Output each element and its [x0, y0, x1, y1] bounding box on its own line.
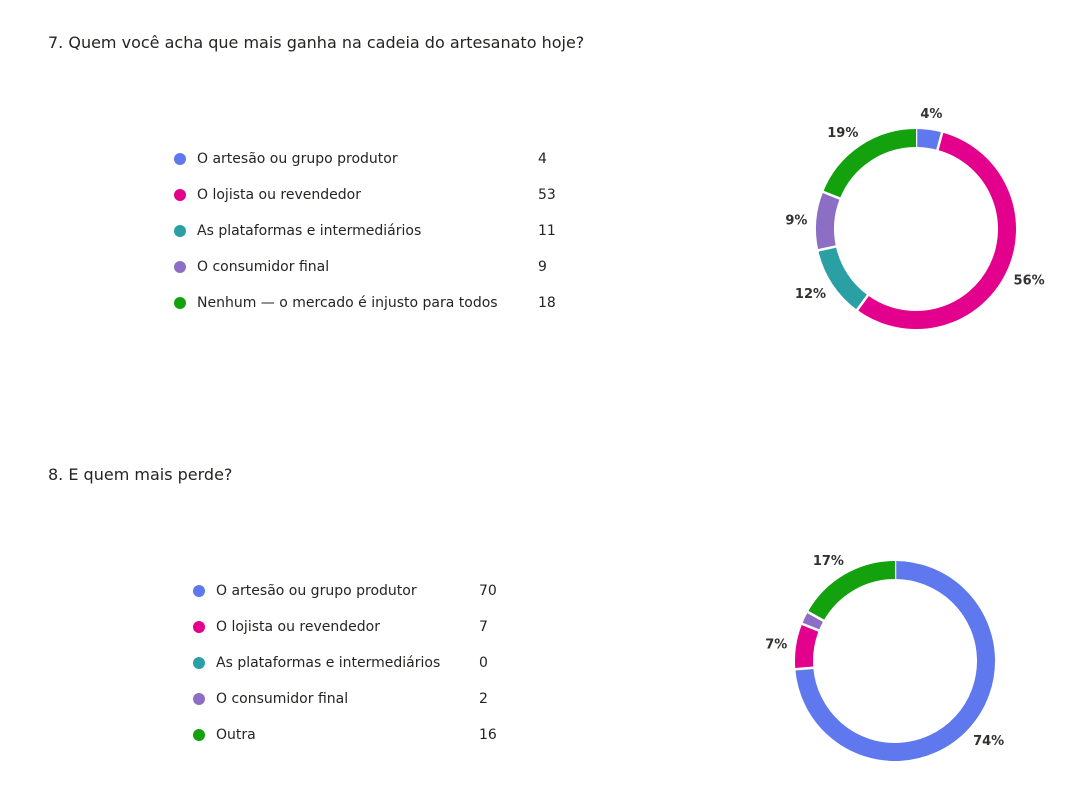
legend-item[interactable]: O consumidor final 9 [174, 249, 574, 285]
legend-item[interactable]: As plataformas e intermediários 0 [193, 645, 513, 681]
legend-count: 0 [479, 655, 488, 671]
legend-dot-icon [193, 693, 205, 705]
slice-separator [799, 621, 822, 633]
donut-slice[interactable] [807, 561, 896, 622]
legend-item[interactable]: O lojista ou revendedor 7 [193, 609, 513, 645]
slice-percent-label: 7% [765, 638, 787, 653]
slice-separator [855, 292, 870, 313]
slice-percent-label: 9% [785, 213, 807, 228]
legend-item[interactable]: Outra 16 [193, 717, 513, 753]
donut-slice[interactable] [795, 623, 819, 670]
legend-label: O consumidor final [216, 691, 349, 707]
legend-item[interactable]: O artesão ou grupo produtor 70 [193, 573, 513, 609]
donut-slice[interactable] [802, 611, 824, 631]
legend-count: 53 [538, 187, 556, 203]
legend-item[interactable]: O consumidor final 2 [193, 681, 513, 717]
donut-slice[interactable] [823, 129, 917, 199]
legend-count: 18 [538, 295, 556, 311]
slice-percent-label: 12% [795, 287, 826, 302]
legend-label: O consumidor final [197, 259, 330, 275]
legend-label: Nenhum — o mercado é injusto para todos [197, 295, 498, 311]
legend-dot-icon [193, 729, 205, 741]
slice-percent-label: 4% [920, 107, 942, 122]
legend-item[interactable]: O artesão ou grupo produtor 4 [174, 141, 574, 177]
legend-dot-icon [174, 297, 186, 309]
legend-count: 2 [479, 691, 488, 707]
slice-separator [935, 130, 944, 153]
legend-dot-icon [193, 621, 205, 633]
legend-label: O lojista ou revendedor [197, 187, 361, 203]
legend-dot-icon [174, 225, 186, 237]
donut-slice[interactable] [915, 129, 943, 150]
slice-separator [816, 244, 839, 252]
legend-count: 70 [479, 583, 497, 599]
question-7-title: 7. Quem você acha que mais ganha na cade… [48, 33, 585, 52]
legend-dot-icon [174, 261, 186, 273]
legend-count: 16 [479, 727, 497, 743]
donut-slice[interactable] [857, 132, 1016, 329]
legend-label: Outra [216, 727, 256, 743]
slice-separator [805, 609, 826, 623]
slice-percent-label: 19% [827, 126, 858, 141]
legend-count: 7 [479, 619, 488, 635]
slice-separator [793, 666, 816, 671]
legend-count: 9 [538, 259, 547, 275]
question-8-title: 8. E quem mais perde? [48, 465, 233, 484]
slice-percent-label: 17% [813, 554, 844, 569]
legend-count: 11 [538, 223, 556, 239]
donut-slice[interactable] [816, 191, 840, 251]
legend-dot-icon [174, 153, 186, 165]
legend-dot-icon [193, 657, 205, 669]
slice-separator [820, 189, 843, 201]
legend-item[interactable]: O lojista ou revendedor 53 [174, 177, 574, 213]
legend-item[interactable]: Nenhum — o mercado é injusto para todos 1… [174, 285, 574, 321]
legend-label: O artesão ou grupo produtor [216, 583, 417, 599]
legend-count: 4 [538, 151, 547, 167]
donut-slice[interactable] [795, 561, 995, 761]
legend-label: O lojista ou revendedor [216, 619, 380, 635]
slice-percent-label: 74% [973, 734, 1004, 749]
legend-label: As plataformas e intermediários [197, 223, 422, 239]
legend-dot-icon [193, 585, 205, 597]
question-7-legend: O artesão ou grupo produtor 4 O lojista ou… [174, 141, 574, 321]
donut-slice[interactable] [818, 246, 869, 310]
question-8-legend: O artesão ou grupo produtor 70 O lojista o… [193, 573, 513, 753]
legend-label: O artesão ou grupo produtor [197, 151, 398, 167]
legend-item[interactable]: As plataformas e intermediários 11 [174, 213, 574, 249]
legend-dot-icon [174, 189, 186, 201]
slice-percent-label: 56% [1014, 274, 1045, 289]
legend-label: As plataformas e intermediários [216, 655, 441, 671]
